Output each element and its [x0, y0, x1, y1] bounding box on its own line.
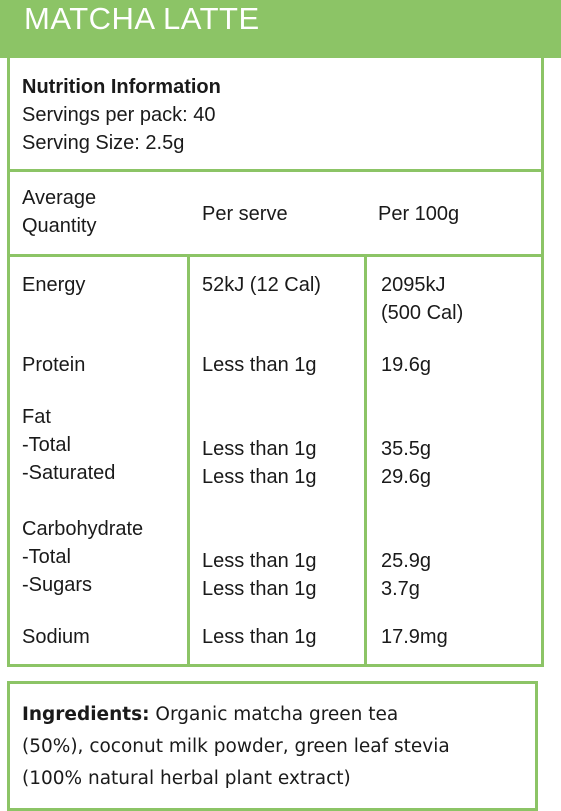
fat-total-per-serve: Less than 1g: [202, 438, 317, 460]
fat-total-label: -Total: [22, 434, 71, 456]
fat-saturated-label: -Saturated: [22, 462, 116, 484]
energy-per-serve: 52kJ (12 Cal): [202, 274, 321, 296]
title-banner: [0, 0, 561, 58]
serving-size: Serving Size: 2.5g: [22, 132, 185, 154]
carb-total-label: -Total: [22, 546, 71, 568]
energy-per-100g-kj: 2095kJ: [381, 274, 446, 296]
servings-per-pack: Servings per pack: 40: [22, 104, 216, 126]
ingredients-line-1-text: Organic matcha green tea: [149, 704, 399, 725]
sodium-per-serve: Less than 1g: [202, 626, 317, 648]
divider-after-info: [7, 169, 544, 172]
panel-border-right: [541, 58, 544, 667]
carb-total-per-100g: 25.9g: [381, 550, 432, 572]
protein-per-100g: 19.6g: [381, 354, 432, 376]
ingredients-text: Ingredients: Organic matcha green tea (5…: [22, 699, 542, 795]
energy-per-100g-cal: (500 Cal): [381, 302, 464, 324]
carb-sugars-label: -Sugars: [22, 574, 93, 596]
column-header-quantity-line1: Average: [22, 187, 97, 209]
column-header-per-100g: Per 100g: [378, 203, 460, 225]
ingredients-line-3: (100% natural herbal plant extract): [22, 768, 351, 789]
sodium-label: Sodium: [22, 626, 90, 648]
fat-saturated-per-100g: 29.6g: [381, 466, 432, 488]
energy-label: Energy: [22, 274, 86, 296]
carb-total-per-serve: Less than 1g: [202, 550, 317, 572]
carbohydrate-label: Carbohydrate: [22, 518, 144, 540]
nutrition-heading: Nutrition Information: [22, 76, 221, 98]
column-divider-2: [364, 254, 367, 667]
column-header-quantity-line2: Quantity: [22, 215, 97, 237]
divider-after-header: [7, 254, 544, 257]
fat-total-per-100g: 35.5g: [381, 438, 432, 460]
ingredients-label: Ingredients:: [22, 704, 150, 725]
ingredients-line-1: Ingredients: Organic matcha green tea: [22, 699, 542, 731]
product-title: MATCHA LATTE: [24, 1, 260, 36]
carb-sugars-per-100g: 3.7g: [381, 578, 420, 600]
fat-saturated-per-serve: Less than 1g: [202, 466, 317, 488]
ingredients-line-2: (50%), coconut milk powder, green leaf s…: [22, 736, 450, 757]
fat-label: Fat: [22, 406, 51, 428]
panel-border-left: [7, 58, 10, 667]
carb-sugars-per-serve: Less than 1g: [202, 578, 317, 600]
protein-label: Protein: [22, 354, 86, 376]
protein-per-serve: Less than 1g: [202, 354, 317, 376]
sodium-per-100g: 17.9mg: [381, 626, 448, 648]
column-header-per-serve: Per serve: [202, 203, 288, 225]
column-divider-1: [187, 254, 190, 667]
panel-border-bottom: [7, 664, 544, 667]
